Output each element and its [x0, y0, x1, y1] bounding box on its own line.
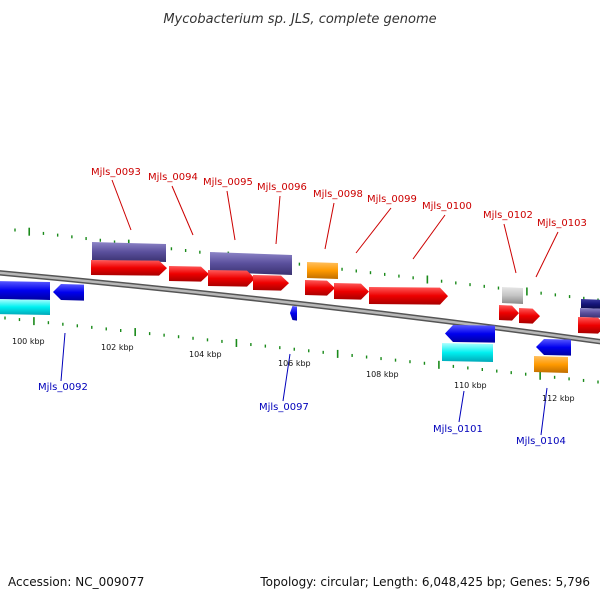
gene-features	[0, 242, 600, 373]
leader-line-reverse	[282, 353, 291, 402]
gene-feature-cyan-block	[442, 343, 493, 362]
gene-feature-forward-arrow	[334, 283, 369, 300]
kbp-label: 110 kbp	[454, 381, 487, 390]
leader-line-forward	[535, 231, 559, 278]
gene-feature-orange-block	[307, 262, 338, 279]
kbp-label: 112 kbp	[542, 394, 575, 403]
gene-feature-forward-arrow	[91, 260, 167, 276]
inner-tick-marks	[4, 316, 599, 384]
gene-label-forward: Mjls_0095	[203, 177, 253, 188]
gene-feature-reverse-arrow	[536, 339, 571, 356]
kbp-label: 108 kbp	[366, 370, 399, 379]
gene-feature-forward-arrow	[169, 266, 209, 282]
kbp-label: 102 kbp	[101, 343, 134, 352]
gene-label-forward: Mjls_0102	[483, 210, 533, 221]
kbp-label: 106 kbp	[278, 359, 311, 368]
leader-line-forward	[226, 190, 236, 241]
gene-label-reverse: Mjls_0092	[38, 382, 88, 393]
gene-feature-forward-arrow	[208, 270, 255, 287]
gene-feature-forward-arrow	[519, 308, 540, 324]
gene-label-forward: Mjls_0098	[313, 189, 363, 200]
gene-feature-forward-arrow	[369, 287, 448, 305]
accession-text: Accession: NC_009077	[8, 575, 144, 589]
gene-feature-forward-arrow	[305, 280, 335, 296]
gene-label-forward: Mjls_0099	[367, 194, 417, 205]
leader-line-forward	[324, 202, 335, 250]
gene-feature-forward-arrow	[253, 275, 289, 291]
leader-line-forward	[412, 214, 446, 260]
gene-feature-reverse-arrow	[290, 306, 297, 321]
gene-feature-grey-block	[502, 287, 523, 304]
gene-label-forward: Mjls_0103	[537, 218, 587, 229]
genome-summary-text: Topology: circular; Length: 6,048,425 bp…	[259, 575, 590, 589]
gene-label-reverse: Mjls_0101	[433, 424, 483, 435]
gene-feature-slate-blue-block	[210, 252, 292, 275]
gene-feature-cyan-block	[0, 299, 50, 315]
gene-feature-slate-blue-block	[580, 308, 600, 318]
gene-labels: Mjls_0093 Mjls_0094 Mjls_0095 Mjls_0096 Mjls…	[38, 167, 587, 447]
leader-line-forward	[111, 179, 132, 231]
gene-feature-forward-arrow	[499, 305, 519, 321]
kbp-label: 104 kbp	[189, 350, 222, 359]
label-leader-lines	[60, 179, 559, 436]
gene-label-forward: Mjls_0093	[91, 167, 141, 178]
kbp-label: 100 kbp	[12, 337, 45, 346]
genome-backbone	[0, 270, 600, 345]
gene-label-forward: Mjls_0094	[148, 172, 198, 183]
kbp-scale-labels: 100 kbp 102 kbp 104 kbp 106 kbp 108 kbp 110 k…	[12, 337, 575, 403]
gene-feature-reverse-arrow	[445, 325, 495, 343]
leader-line-reverse	[60, 332, 66, 382]
gene-feature-slate-blue-block	[92, 242, 166, 262]
map-title: Mycobacterium sp. JLS, complete genome	[163, 12, 436, 27]
leader-line-forward	[355, 207, 392, 254]
gene-label-forward: Mjls_0100	[422, 201, 472, 212]
gene-label-reverse: Mjls_0097	[259, 402, 309, 413]
gene-label-reverse: Mjls_0104	[516, 436, 566, 447]
leader-line-reverse	[540, 387, 548, 436]
leader-line-forward	[171, 185, 194, 236]
gene-feature-orange-block	[534, 356, 568, 373]
gene-label-forward: Mjls_0096	[257, 182, 307, 193]
gene-feature-navy-block	[581, 299, 600, 309]
leader-line-forward	[503, 223, 517, 274]
gene-feature-forward-arrow	[578, 317, 600, 334]
gene-feature-blue-block	[0, 281, 50, 300]
leader-line-forward	[275, 195, 281, 245]
leader-line-reverse	[458, 390, 465, 423]
gene-feature-reverse-arrow	[53, 284, 84, 301]
